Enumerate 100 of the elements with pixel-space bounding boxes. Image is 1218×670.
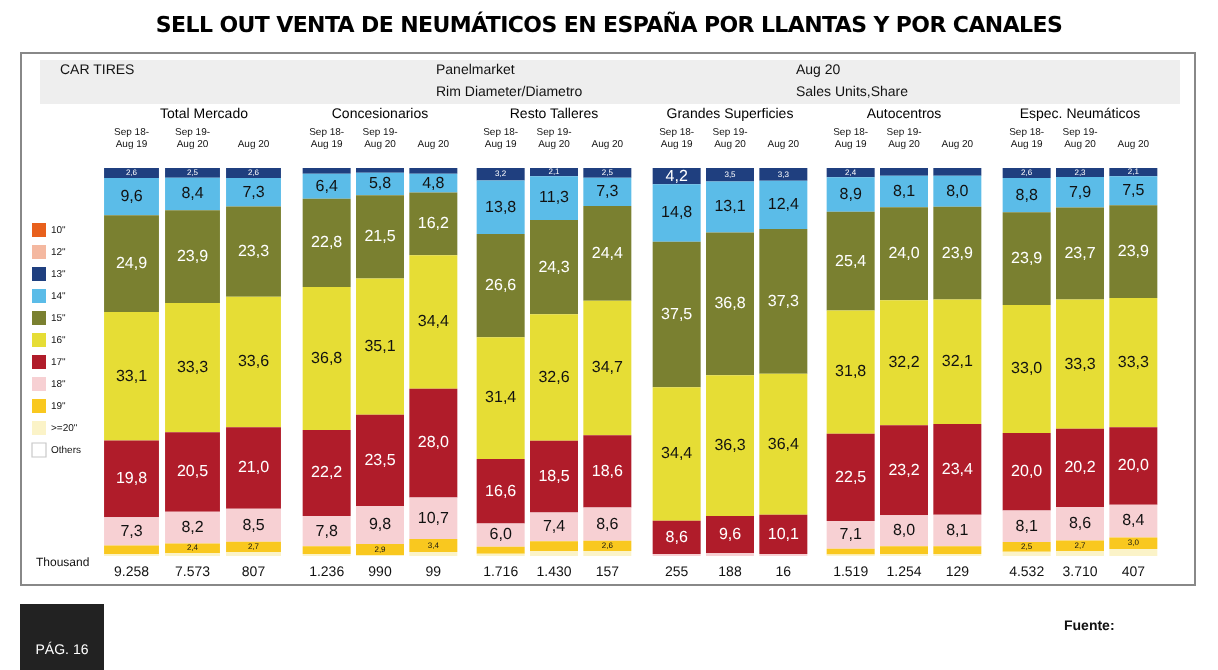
- data-label: 9,8: [368, 515, 393, 534]
- bar: [302, 198, 351, 288]
- bar: [1109, 176, 1158, 206]
- data-label: 16,6: [485, 481, 518, 500]
- data-label: 23,9: [941, 243, 974, 262]
- data-label: 7,8: [315, 521, 339, 540]
- data-label: 23,2: [888, 460, 921, 479]
- bar: [933, 299, 982, 425]
- data-label: 22,5: [835, 467, 868, 486]
- data-label: 36,8: [714, 294, 747, 313]
- data-label: 8,0: [946, 181, 970, 200]
- bar: [706, 516, 754, 554]
- bar: [583, 168, 632, 178]
- data-label: 32,6: [538, 367, 571, 386]
- bar: [759, 168, 808, 181]
- data-label: 7,3: [120, 521, 144, 540]
- bar: [476, 546, 525, 554]
- bar: [104, 178, 159, 216]
- bar: [530, 512, 578, 542]
- bar: [1056, 176, 1104, 208]
- bar: [1002, 510, 1051, 543]
- bar: [226, 508, 281, 542]
- data-label: 8,2: [181, 518, 205, 537]
- data-label: 18,6: [591, 461, 624, 480]
- data-label: 14,8: [661, 203, 694, 222]
- bar: [706, 232, 754, 376]
- bar: [530, 440, 578, 513]
- bar: [933, 424, 982, 515]
- bar: [104, 517, 159, 546]
- bar: [826, 211, 875, 311]
- data-label: 6,4: [315, 176, 339, 195]
- bar: [409, 497, 458, 539]
- data-label: 37,5: [661, 304, 694, 323]
- data-label: 8,9: [839, 184, 863, 203]
- bar: [165, 432, 220, 512]
- data-label: 5,8: [368, 174, 393, 193]
- data-label: 32,1: [941, 352, 974, 371]
- bar: [409, 255, 458, 389]
- bar: [409, 538, 458, 553]
- data-label: 23,9: [176, 247, 210, 266]
- bar: [583, 435, 632, 508]
- bar: [880, 175, 928, 208]
- bar: [826, 177, 875, 212]
- bar: [1056, 540, 1104, 551]
- bar: [1056, 550, 1104, 556]
- bar: [1109, 427, 1158, 505]
- bar: [1002, 168, 1051, 179]
- data-label: 10,1: [767, 524, 800, 543]
- bar: [1056, 428, 1104, 508]
- data-label: 33,0: [1011, 359, 1044, 378]
- data-label: 8,8: [1015, 185, 1039, 204]
- data-label: 32,2: [888, 353, 921, 372]
- data-label: 23,3: [237, 242, 271, 261]
- bar: [933, 168, 982, 176]
- data-label: 21,5: [364, 227, 397, 246]
- data-label: 13,8: [485, 197, 518, 216]
- bar: [1002, 178, 1051, 213]
- bar: [583, 206, 632, 301]
- data-label: 7,4: [542, 517, 567, 536]
- bar: [302, 287, 351, 430]
- data-label: 16,2: [417, 214, 450, 233]
- bar: [165, 511, 220, 544]
- data-label: 19,8: [115, 469, 149, 488]
- data-label: 33,6: [237, 352, 271, 371]
- bar: [1056, 299, 1104, 429]
- bar: [165, 210, 220, 304]
- bar: [226, 427, 281, 509]
- data-label: 7,9: [1068, 182, 1093, 201]
- data-label: 23,9: [1011, 249, 1044, 267]
- bar: [226, 168, 281, 179]
- data-label: 24,4: [591, 243, 624, 262]
- data-label: 35,1: [364, 337, 397, 356]
- bar: [706, 181, 754, 233]
- data-label: 24,3: [538, 257, 571, 276]
- bar: [880, 515, 928, 547]
- data-label: 18,5: [538, 467, 571, 486]
- bar: [583, 300, 632, 436]
- bar: [759, 373, 808, 515]
- data-label: 20,0: [1011, 462, 1044, 481]
- bar: [356, 505, 404, 544]
- data-label: 20,0: [1117, 456, 1150, 475]
- bar: [652, 241, 701, 388]
- bar: [933, 546, 982, 555]
- bar: [409, 168, 458, 174]
- data-label: 34,4: [417, 312, 450, 331]
- bar: [826, 433, 875, 522]
- data-label: 33,1: [115, 366, 149, 385]
- bar: [1056, 207, 1104, 300]
- data-label: 23,7: [1064, 243, 1097, 262]
- bar: [165, 177, 220, 211]
- data-label: 21,0: [237, 458, 271, 477]
- bar: [165, 303, 220, 433]
- data-label: 22,2: [311, 463, 344, 482]
- bar: [1109, 549, 1158, 556]
- bar: [583, 540, 632, 551]
- data-label: 8,6: [1068, 514, 1093, 533]
- data-label: 31,8: [835, 362, 868, 381]
- bar: [165, 168, 220, 178]
- bar: [826, 310, 875, 434]
- data-label: 8,5: [242, 515, 266, 534]
